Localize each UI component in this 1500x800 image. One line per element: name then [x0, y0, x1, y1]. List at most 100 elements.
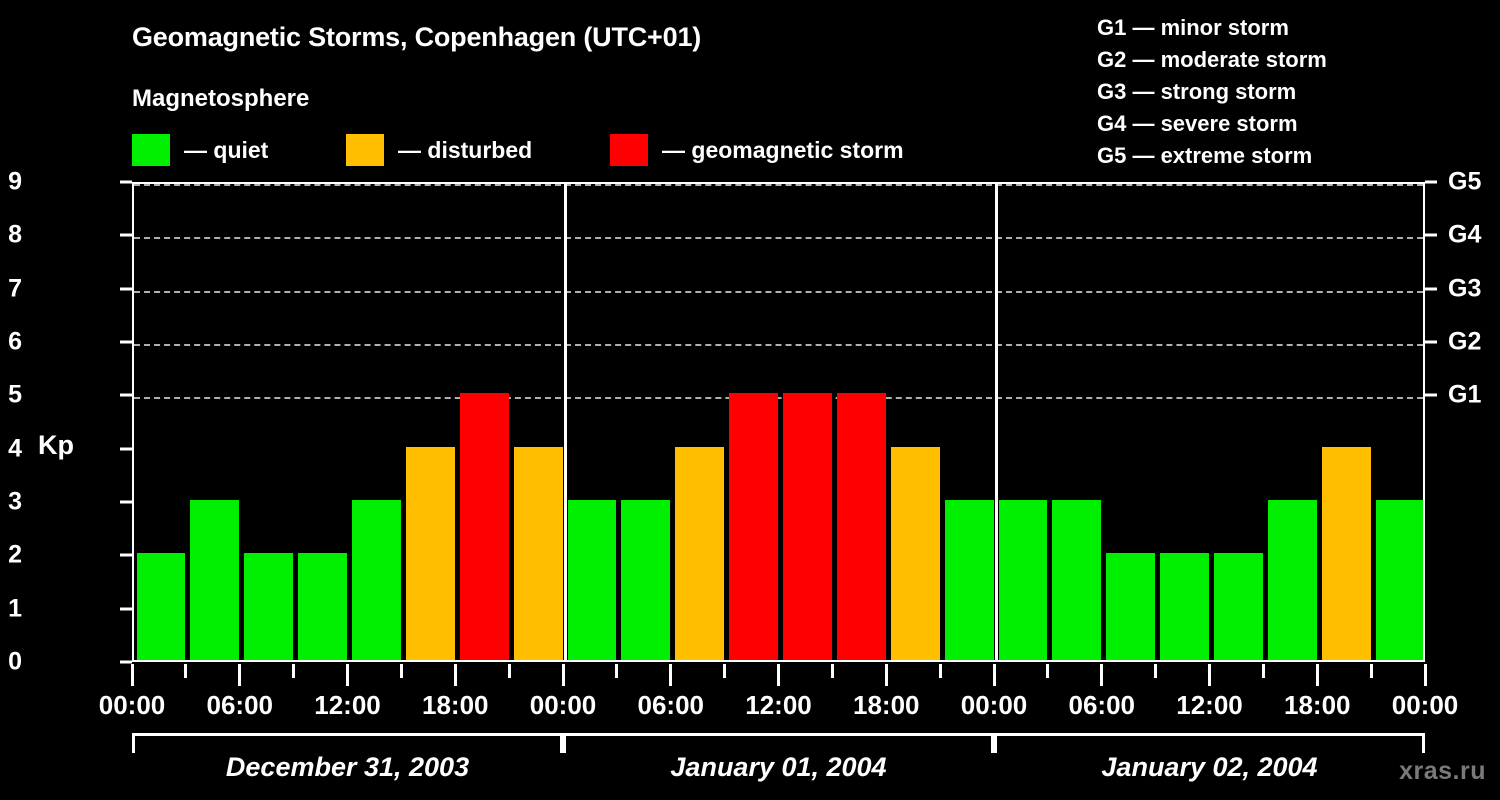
- y-tick-mark-3: [120, 500, 132, 504]
- x-tick-label-7: 18:00: [853, 690, 920, 720]
- y-tick-mark-4: [120, 447, 132, 451]
- x-tick-mark-8: [561, 664, 565, 686]
- legend-label-geomagnetic-storm: — geomagnetic storm: [662, 136, 904, 163]
- bar[interactable]: [567, 500, 617, 660]
- plot-area: [132, 182, 1425, 662]
- bar[interactable]: [1052, 500, 1102, 660]
- x-tick-mark-19: [1154, 664, 1158, 678]
- g-tick-mark-G2: [1425, 340, 1437, 344]
- g-tick-mark-G1: [1425, 393, 1437, 397]
- gridline-kp-9: [134, 184, 1423, 186]
- x-tick-mark-4: [346, 664, 349, 686]
- bar[interactable]: [1106, 553, 1156, 660]
- x-tick-label-11: 18:00: [1284, 690, 1351, 720]
- x-tick-mark-12: [777, 664, 780, 686]
- y-tick-mark-9: [120, 180, 132, 184]
- g-legend-line-3: G3 — strong storm: [1097, 79, 1297, 104]
- x-tick-mark-0: [130, 664, 134, 686]
- x-tick-label-3: 18:00: [422, 690, 489, 720]
- g-legend-line-4: G4 — severe storm: [1097, 111, 1298, 136]
- bar[interactable]: [190, 500, 240, 660]
- x-tick-mark-15: [938, 664, 942, 678]
- x-tick-mark-6: [453, 664, 457, 686]
- y-tick-label-2: 2: [8, 540, 22, 569]
- x-tick-label-4: 00:00: [529, 690, 597, 720]
- g-legend-line-5: G5 — extreme storm: [1097, 143, 1313, 168]
- bar[interactable]: [621, 500, 671, 660]
- y-tick-mark-6: [120, 340, 132, 344]
- bar[interactable]: [1375, 500, 1423, 660]
- subtitle: Magnetosphere: [132, 85, 310, 112]
- gridline-kp-7: [134, 290, 1423, 293]
- g-tick-mark-G3: [1425, 287, 1437, 291]
- x-tick-mark-18: [1100, 664, 1104, 686]
- x-tick-mark-21: [1261, 664, 1265, 678]
- x-tick-label-2: 12:00: [314, 690, 381, 720]
- x-tick-mark-11: [723, 664, 727, 678]
- y-tick-label-1: 1: [8, 594, 22, 623]
- x-tick-mark-7: [507, 664, 511, 678]
- bar[interactable]: [1267, 500, 1317, 660]
- bar[interactable]: [244, 553, 294, 660]
- bar[interactable]: [136, 553, 186, 660]
- watermark: xras.ru: [1399, 757, 1486, 785]
- bar[interactable]: [513, 446, 563, 660]
- y-tick-label-0: 0: [8, 647, 22, 676]
- g-tick-mark-G4: [1425, 233, 1437, 237]
- bar[interactable]: [836, 393, 886, 660]
- x-tick-label-5: 06:00: [637, 690, 705, 720]
- gridline-kp-5: [134, 397, 1423, 400]
- bar[interactable]: [405, 446, 455, 660]
- bar[interactable]: [675, 446, 725, 660]
- g-legend-line-2: G2 — moderate storm: [1097, 47, 1327, 72]
- x-tick-mark-2: [238, 664, 242, 686]
- date-bracket-2: [563, 733, 994, 753]
- x-tick-mark-10: [669, 664, 673, 686]
- x-tick-mark-16: [992, 664, 996, 686]
- y-axis-title: Kp: [38, 430, 74, 460]
- g-tick-label-G2: G2: [1448, 327, 1482, 356]
- x-tick-label-12: 00:00: [1391, 690, 1459, 720]
- y-tick-label-9: 9: [8, 167, 22, 196]
- y-tick-label-6: 6: [8, 327, 22, 356]
- legend-label-quiet: — quiet: [184, 136, 269, 163]
- date-bracket-1: [132, 733, 563, 753]
- bar[interactable]: [729, 393, 778, 660]
- g-scale-legend: G1 — minor storm G2 — moderate storm G3 — …: [1097, 12, 1482, 172]
- y-tick-mark-7: [120, 287, 132, 291]
- page-title: Geomagnetic Storms, Copenhagen (UTC+01): [132, 22, 702, 52]
- bar[interactable]: [890, 446, 940, 660]
- gridline-kp-8: [134, 237, 1423, 240]
- date-label-2: January 01, 2004: [670, 752, 887, 782]
- x-tick-mark-1: [184, 664, 188, 678]
- y-tick-label-4: 4: [8, 434, 22, 463]
- bar[interactable]: [298, 553, 347, 660]
- x-tick-mark-5: [399, 664, 403, 678]
- legend-entry-quiet: — quiet: [132, 134, 268, 166]
- bar[interactable]: [352, 500, 401, 660]
- g-tick-label-G5: G5: [1448, 167, 1482, 196]
- legend-swatch-quiet: [132, 134, 170, 166]
- legend-entry-disturbed: — disturbed: [346, 134, 532, 166]
- bar[interactable]: [1214, 553, 1263, 660]
- legend-swatch-disturbed: [346, 134, 384, 166]
- x-tick-label-6: 12:00: [745, 690, 812, 720]
- bar[interactable]: [944, 500, 994, 660]
- x-tick-label-1: 06:00: [206, 690, 274, 720]
- g-tick-label-G3: G3: [1448, 274, 1482, 303]
- y-tick-label-5: 5: [8, 380, 22, 409]
- x-tick-mark-17: [1046, 664, 1050, 678]
- bar[interactable]: [459, 393, 509, 660]
- x-tick-label-8: 00:00: [960, 690, 1028, 720]
- bar[interactable]: [783, 393, 832, 660]
- bar[interactable]: [1160, 553, 1209, 660]
- legend-label-disturbed: — disturbed: [398, 136, 533, 163]
- y-tick-label-3: 3: [8, 487, 22, 516]
- bar[interactable]: [1321, 446, 1371, 660]
- legend-entry-geomagnetic-storm: — geomagnetic storm: [610, 134, 904, 166]
- date-bracket-3: [994, 733, 1425, 753]
- x-tick-mark-24: [1423, 664, 1427, 686]
- x-tick-label-9: 06:00: [1068, 690, 1136, 720]
- bar[interactable]: [998, 500, 1048, 660]
- plot-inner: [134, 184, 1423, 660]
